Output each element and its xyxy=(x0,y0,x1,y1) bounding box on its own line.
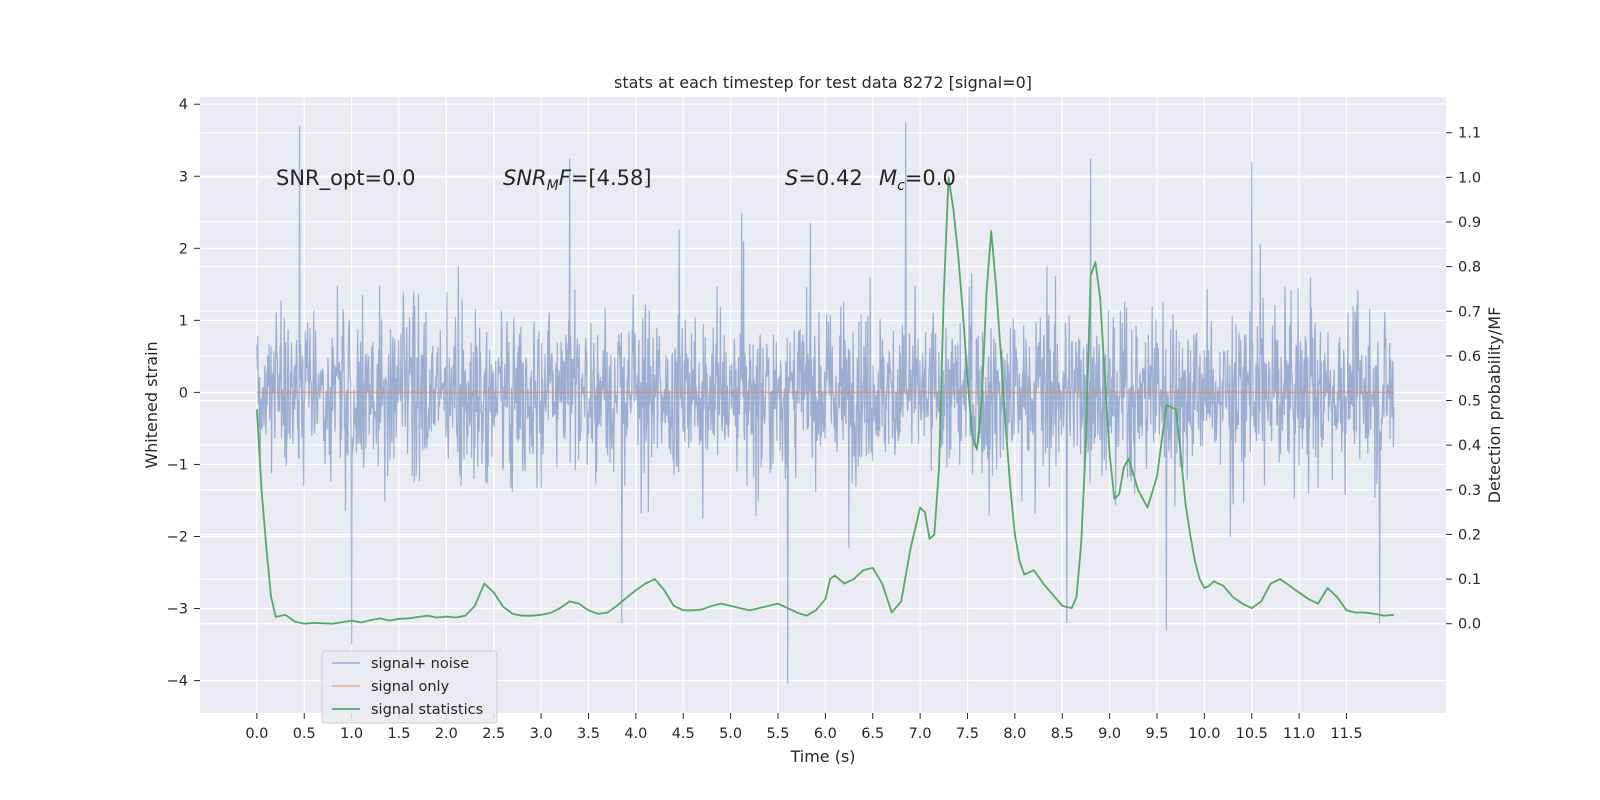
s-symbol: S xyxy=(785,166,798,190)
x-tick-label: 8.5 xyxy=(1051,726,1074,742)
right-y-tick-label: 0.3 xyxy=(1458,483,1481,499)
right-y-tick-label: 1.0 xyxy=(1458,170,1481,186)
signal-statistics-line xyxy=(255,176,1394,625)
x-tick-label: 5.5 xyxy=(766,726,789,742)
mc-symbol: M xyxy=(879,166,897,190)
signal-noise-line xyxy=(256,122,1395,685)
x-tick-label: 7.5 xyxy=(956,726,979,742)
right-y-tick-label: 0.4 xyxy=(1458,438,1481,454)
signal-noise-series xyxy=(256,122,1395,685)
x-tick-label: 9.0 xyxy=(1098,726,1121,742)
right-y-tick-label: 0.6 xyxy=(1458,349,1481,365)
x-tick-label: 0.0 xyxy=(245,726,268,742)
y-tick-label: −1 xyxy=(167,457,188,473)
x-tick-label: 8.0 xyxy=(1003,726,1026,742)
snr-mf-value: =[4.58] xyxy=(571,166,652,190)
x-tick-label: 2.0 xyxy=(435,726,458,742)
signal-statistics-series xyxy=(255,176,1394,625)
annotation-mc: Mc=0.0 xyxy=(879,166,956,194)
right-y-tick-label: 1.1 xyxy=(1458,126,1481,142)
snr-mf-subscript: M xyxy=(547,178,559,194)
y-tick-label: 0 xyxy=(179,385,188,401)
x-tick-label: 10.5 xyxy=(1236,726,1268,742)
annotation-s: S=0.42 xyxy=(785,166,863,190)
right-y-tick-label: 0.0 xyxy=(1458,617,1481,633)
axes: 0.0 0.5 1.0 1.5 2.0 2.5 3.0 3.5 4.0 4.5 5.0 5.5 6.0 6… xyxy=(167,97,1481,742)
right-y-tick-label: 0.9 xyxy=(1458,215,1481,231)
y-axis-label: Whitened strain xyxy=(142,341,161,468)
annotation-snr-opt: SNR_opt=0.0 xyxy=(276,166,416,191)
right-y-tick-label: 0.1 xyxy=(1458,572,1481,588)
y-tick-label: 4 xyxy=(179,97,188,113)
x-tick-label: 7.0 xyxy=(909,726,932,742)
right-y-tick-label: 0.5 xyxy=(1458,394,1481,410)
s-value: =0.42 xyxy=(798,166,862,190)
y-tick-label: 3 xyxy=(179,169,188,185)
y-tick-label: −3 xyxy=(167,602,188,618)
x-axis-label: Time (s) xyxy=(789,747,855,766)
x-tick-label: 1.0 xyxy=(340,726,363,742)
legend-label-signal-noise: signal+ noise xyxy=(371,656,469,672)
x-tick-label: 11.5 xyxy=(1330,726,1362,742)
x-tick-label: 10.0 xyxy=(1188,726,1220,742)
x-tick-label: 5.0 xyxy=(719,726,742,742)
legend-box xyxy=(321,650,498,724)
annotation-snr-mf: SNRMF=[4.58] xyxy=(503,166,652,194)
x-tick-label: 9.5 xyxy=(1145,726,1168,742)
y-tick-label: 2 xyxy=(179,241,188,257)
mc-value: =0.0 xyxy=(905,166,956,190)
x-tick-label: 0.5 xyxy=(293,726,316,742)
chart-title: stats at each timestep for test data 827… xyxy=(614,73,1032,92)
x-tick-label: 3.5 xyxy=(577,726,600,742)
snr-mf-f: F xyxy=(559,166,572,190)
y-tick-label: −2 xyxy=(167,529,188,545)
x-tick-label: 1.5 xyxy=(387,726,410,742)
right-y-tick-label: 0.8 xyxy=(1458,260,1481,276)
right-y-axis-label: Detection probability/MF xyxy=(1485,307,1504,504)
right-y-tick-label: 0.7 xyxy=(1458,304,1481,320)
y-tick-label: 1 xyxy=(179,313,188,329)
x-tick-label: 4.5 xyxy=(672,726,695,742)
mc-subscript: c xyxy=(897,178,905,194)
x-tick-label: 11.0 xyxy=(1283,726,1315,742)
legend: signal+ noise signal only signal statist… xyxy=(321,650,498,724)
snr-mf-symbol: SNR xyxy=(503,166,547,190)
y-tick-label: −4 xyxy=(167,674,188,690)
x-tick-label: 4.0 xyxy=(624,726,647,742)
x-tick-label: 6.5 xyxy=(861,726,884,742)
x-tick-label: 2.5 xyxy=(482,726,505,742)
x-tick-label: 3.0 xyxy=(530,726,553,742)
right-y-tick-label: 0.2 xyxy=(1458,527,1481,543)
legend-label-signal-only: signal only xyxy=(371,679,450,695)
x-tick-label: 6.0 xyxy=(814,726,837,742)
legend-label-signal-statistics: signal statistics xyxy=(371,702,483,718)
